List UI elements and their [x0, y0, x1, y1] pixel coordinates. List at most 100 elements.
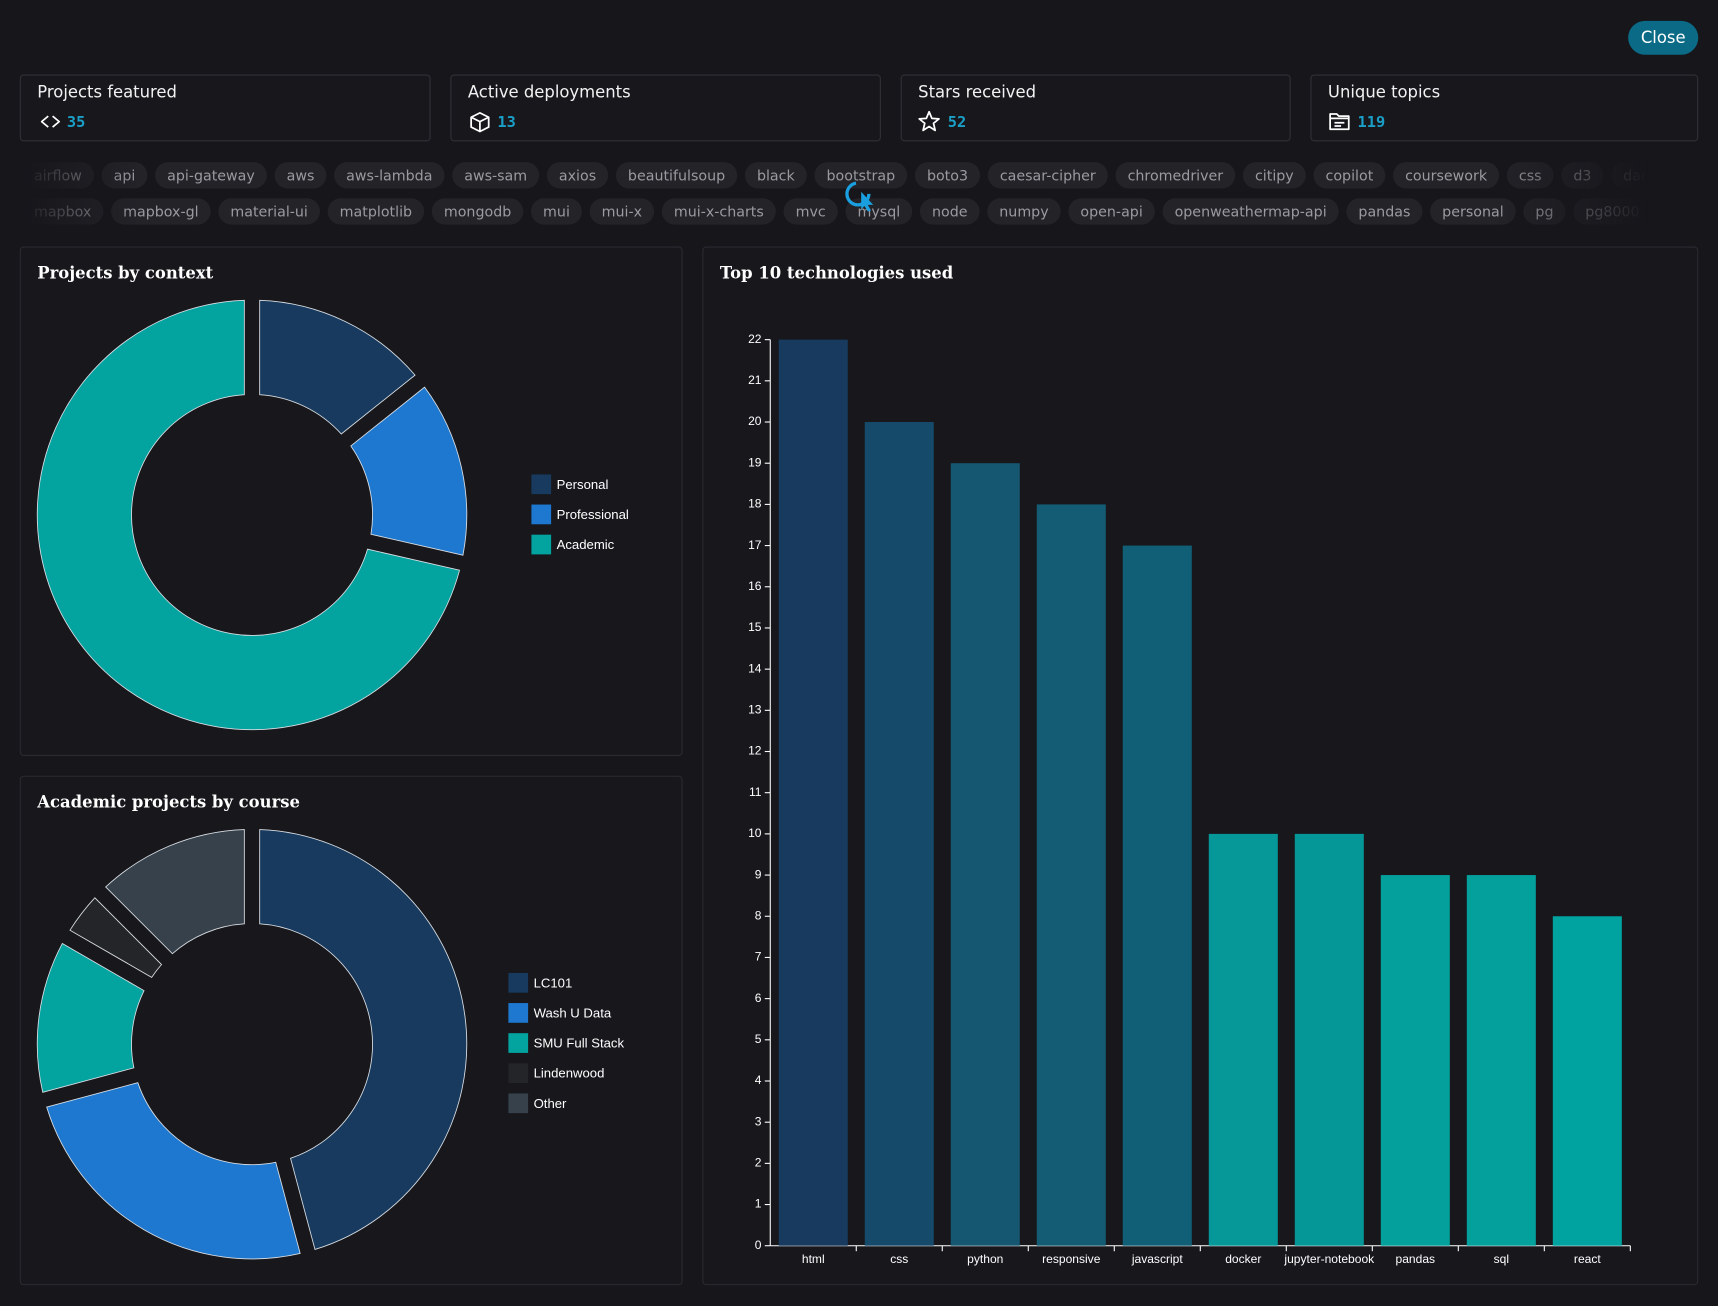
- tag[interactable]: d3: [1561, 162, 1604, 189]
- tag-label[interactable]: dadjokes: [1623, 168, 1686, 184]
- tag-label[interactable]: api-gateway: [167, 168, 255, 184]
- tag-bg[interactable]: [1573, 198, 1652, 225]
- tag-label[interactable]: citipy: [1255, 168, 1294, 184]
- tag-bg[interactable]: [1115, 162, 1236, 189]
- tag-label[interactable]: open-api: [1080, 205, 1142, 221]
- tag-bg[interactable]: [1561, 162, 1604, 189]
- tag-bg[interactable]: [987, 198, 1061, 225]
- tag-label[interactable]: aws: [287, 168, 315, 184]
- tag[interactable]: beautifulsoup: [615, 162, 738, 189]
- tag-label[interactable]: aws-lambda: [346, 168, 432, 184]
- tag-label[interactable]: mvc: [796, 205, 826, 221]
- tag-label[interactable]: pandas: [1358, 205, 1410, 221]
- close-bg[interactable]: [1628, 20, 1699, 55]
- tag[interactable]: openweathermap-api: [1162, 198, 1339, 225]
- tag[interactable]: copilot: [1313, 162, 1386, 189]
- tag[interactable]: aws: [274, 162, 327, 189]
- tag-bg[interactable]: [987, 162, 1108, 189]
- tag-bg[interactable]: [1346, 198, 1423, 225]
- tag-label[interactable]: css: [1519, 168, 1542, 184]
- tag-label[interactable]: plotly: [1671, 205, 1711, 221]
- tag-bg[interactable]: [744, 162, 807, 189]
- tag[interactable]: boto3: [914, 162, 981, 189]
- tag-bg[interactable]: [111, 198, 211, 225]
- tag[interactable]: css: [1506, 162, 1554, 189]
- tag[interactable]: mui-x-charts: [661, 198, 776, 225]
- tag[interactable]: matplotlib: [327, 198, 425, 225]
- tag-bg[interactable]: [21, 162, 94, 189]
- tag-label[interactable]: airflow: [34, 168, 82, 184]
- tag[interactable]: chromedriver: [1115, 162, 1236, 189]
- tag[interactable]: mapbox-gl: [111, 198, 211, 225]
- tag-bg[interactable]: [1068, 198, 1155, 225]
- tag-label[interactable]: caesar-cipher: [1000, 168, 1096, 184]
- tag-bg[interactable]: [546, 162, 609, 189]
- tag[interactable]: pg: [1523, 198, 1566, 225]
- tag-bg[interactable]: [334, 162, 445, 189]
- tag-label[interactable]: mapbox: [34, 205, 91, 221]
- tag-label[interactable]: boto3: [927, 168, 968, 184]
- tag[interactable]: mui: [531, 198, 582, 225]
- tag-bg[interactable]: [21, 198, 104, 225]
- tag-label[interactable]: bootstrap: [827, 168, 896, 184]
- tag-label[interactable]: personal: [1442, 205, 1503, 221]
- tag-bg[interactable]: [615, 162, 738, 189]
- tag-label[interactable]: api: [114, 168, 136, 184]
- tag[interactable]: aws-sam: [452, 162, 540, 189]
- tag-bg[interactable]: [914, 162, 981, 189]
- tag-label[interactable]: pg: [1535, 205, 1553, 221]
- tag[interactable]: black: [744, 162, 807, 189]
- tag[interactable]: mvc: [783, 198, 838, 225]
- tag[interactable]: pandas: [1346, 198, 1423, 225]
- tag[interactable]: api-gateway: [155, 162, 267, 189]
- tag-bg[interactable]: [783, 198, 838, 225]
- tag-bg[interactable]: [1430, 198, 1516, 225]
- tag-label[interactable]: matplotlib: [340, 205, 412, 221]
- tag[interactable]: plotly: [1659, 198, 1718, 225]
- tag[interactable]: citipy: [1242, 162, 1306, 189]
- tag-bg[interactable]: [431, 198, 524, 225]
- tag[interactable]: personal: [1430, 198, 1516, 225]
- tag-label[interactable]: aws-sam: [464, 168, 527, 184]
- tag-bg[interactable]: [589, 198, 655, 225]
- tag-bg[interactable]: [101, 162, 148, 189]
- tag-label[interactable]: mui: [543, 205, 570, 221]
- tag[interactable]: mysql: [845, 198, 913, 225]
- tag-bg[interactable]: [327, 198, 425, 225]
- tag[interactable]: open-api: [1068, 198, 1155, 225]
- tag-label[interactable]: d3: [1573, 168, 1591, 184]
- tag-label[interactable]: node: [932, 205, 968, 221]
- tag-label[interactable]: copilot: [1326, 168, 1374, 184]
- tag-bg[interactable]: [1506, 162, 1554, 189]
- tag-bg[interactable]: [531, 198, 582, 225]
- tag-bg[interactable]: [1242, 162, 1306, 189]
- tag-bg[interactable]: [1611, 162, 1699, 189]
- tag-bg[interactable]: [1162, 198, 1339, 225]
- tag-bg[interactable]: [1393, 162, 1500, 189]
- tag[interactable]: dadjokes: [1611, 162, 1699, 189]
- tag-label[interactable]: chromedriver: [1128, 168, 1224, 184]
- tag[interactable]: bootstrap: [814, 162, 908, 189]
- tag-bg[interactable]: [919, 198, 980, 225]
- tag[interactable]: mui-x: [589, 198, 655, 225]
- tag-label[interactable]: openweathermap-api: [1175, 205, 1327, 221]
- tag-bg[interactable]: [274, 162, 327, 189]
- tag[interactable]: mapbox: [21, 198, 104, 225]
- tag[interactable]: axios: [546, 162, 609, 189]
- tag-label[interactable]: numpy: [999, 205, 1048, 221]
- tag-bg[interactable]: [661, 198, 776, 225]
- close-button[interactable]: Close: [1628, 20, 1699, 55]
- close-label[interactable]: Close: [1641, 28, 1686, 47]
- tag-label[interactable]: mapbox-gl: [123, 205, 198, 221]
- tag[interactable]: numpy: [987, 198, 1061, 225]
- tag[interactable]: caesar-cipher: [987, 162, 1108, 189]
- tag[interactable]: coursework: [1393, 162, 1500, 189]
- tag-label[interactable]: beautifulsoup: [628, 168, 725, 184]
- tag[interactable]: pg8000: [1573, 198, 1652, 225]
- tag-label[interactable]: axios: [559, 168, 596, 184]
- tag[interactable]: aws-lambda: [334, 162, 445, 189]
- tag-label[interactable]: material-ui: [230, 205, 308, 221]
- tag[interactable]: airflow: [21, 162, 94, 189]
- tag-label[interactable]: mui-x: [602, 205, 642, 221]
- tag[interactable]: mongodb: [431, 198, 524, 225]
